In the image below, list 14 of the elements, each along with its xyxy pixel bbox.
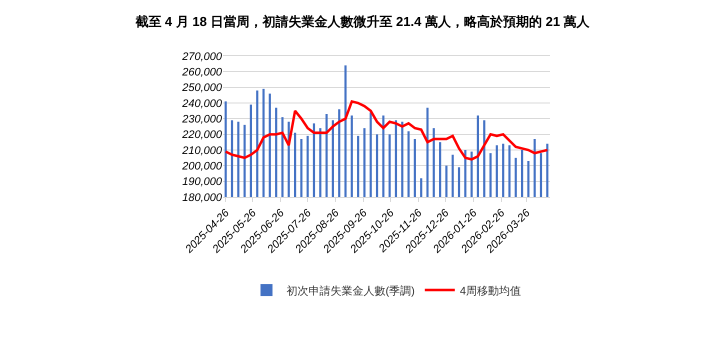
legend-label: 初次申請失業金人數(季調): [286, 284, 415, 298]
chart-title: 截至 4 月 18 日當周，初請失業金人數微升至 21.4 萬人，略高於預期的 21 萬人: [134, 14, 591, 29]
y-tick-label: 230,000: [181, 114, 223, 126]
y-tick-label: 200,000: [181, 160, 223, 173]
y-tick-label: 240,000: [181, 98, 223, 110]
y-tick-label: 180,000: [182, 192, 223, 204]
y-tick-label: 220,000: [181, 129, 223, 142]
legend-label: 4周移動均值: [460, 285, 521, 298]
y-tick-label: 270,000: [181, 50, 223, 63]
y-tick-label: 210,000: [181, 144, 223, 157]
y-tick-label: 190,000: [182, 176, 223, 188]
y-tick-label: 250,000: [181, 82, 223, 94]
line-series: [224, 100, 549, 161]
y-tick-label: 260,000: [181, 66, 223, 79]
